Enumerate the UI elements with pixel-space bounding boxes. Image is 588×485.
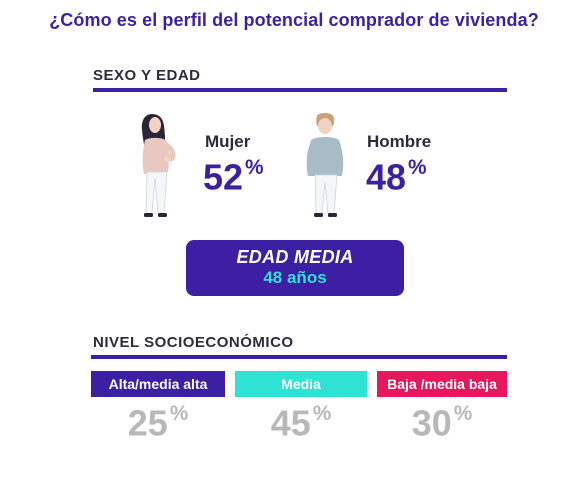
segment-value-media-unit: % (312, 402, 332, 425)
edad-media-box: EDAD MEDIA 48 años (186, 240, 404, 296)
page-title: ¿Cómo es el perfil del potencial comprad… (49, 10, 539, 30)
segment-value-baja-unit: % (453, 402, 473, 425)
woman-figure-icon (141, 114, 176, 217)
segment-value-alta-unit: % (169, 402, 189, 425)
hombre-value: 48% (366, 156, 427, 198)
section-divider-nivel (91, 355, 507, 359)
hombre-value-number: 48 (366, 156, 407, 198)
edad-media-value: 48 años (263, 268, 327, 287)
mujer-value-unit: % (245, 156, 264, 179)
hombre-value-unit: % (408, 156, 427, 179)
segment-label-baja: Baja /media baja (377, 371, 507, 397)
edad-media-title: EDAD MEDIA (236, 247, 354, 267)
segment-value-alta: 25% (91, 402, 225, 444)
segment-label-alta: Alta/media alta (91, 371, 225, 397)
mujer-value-number: 52 (203, 156, 244, 198)
segment-label-media: Media (235, 371, 367, 397)
mujer-value: 52% (203, 156, 264, 198)
section-divider-sexo-edad (93, 88, 507, 92)
section-title-nivel: NIVEL SOCIOECONÓMICO (93, 334, 294, 351)
segment-value-baja-number: 30 (411, 402, 452, 444)
segment-value-media: 45% (235, 402, 367, 444)
segment-value-baja: 30% (377, 402, 507, 444)
mujer-label: Mujer (205, 132, 251, 151)
section-title-sexo-edad: SEXO Y EDAD (93, 67, 201, 84)
man-figure-icon (306, 113, 344, 217)
hombre-label: Hombre (367, 132, 432, 151)
segment-value-alta-number: 25 (127, 402, 168, 444)
segment-value-media-number: 45 (270, 402, 311, 444)
